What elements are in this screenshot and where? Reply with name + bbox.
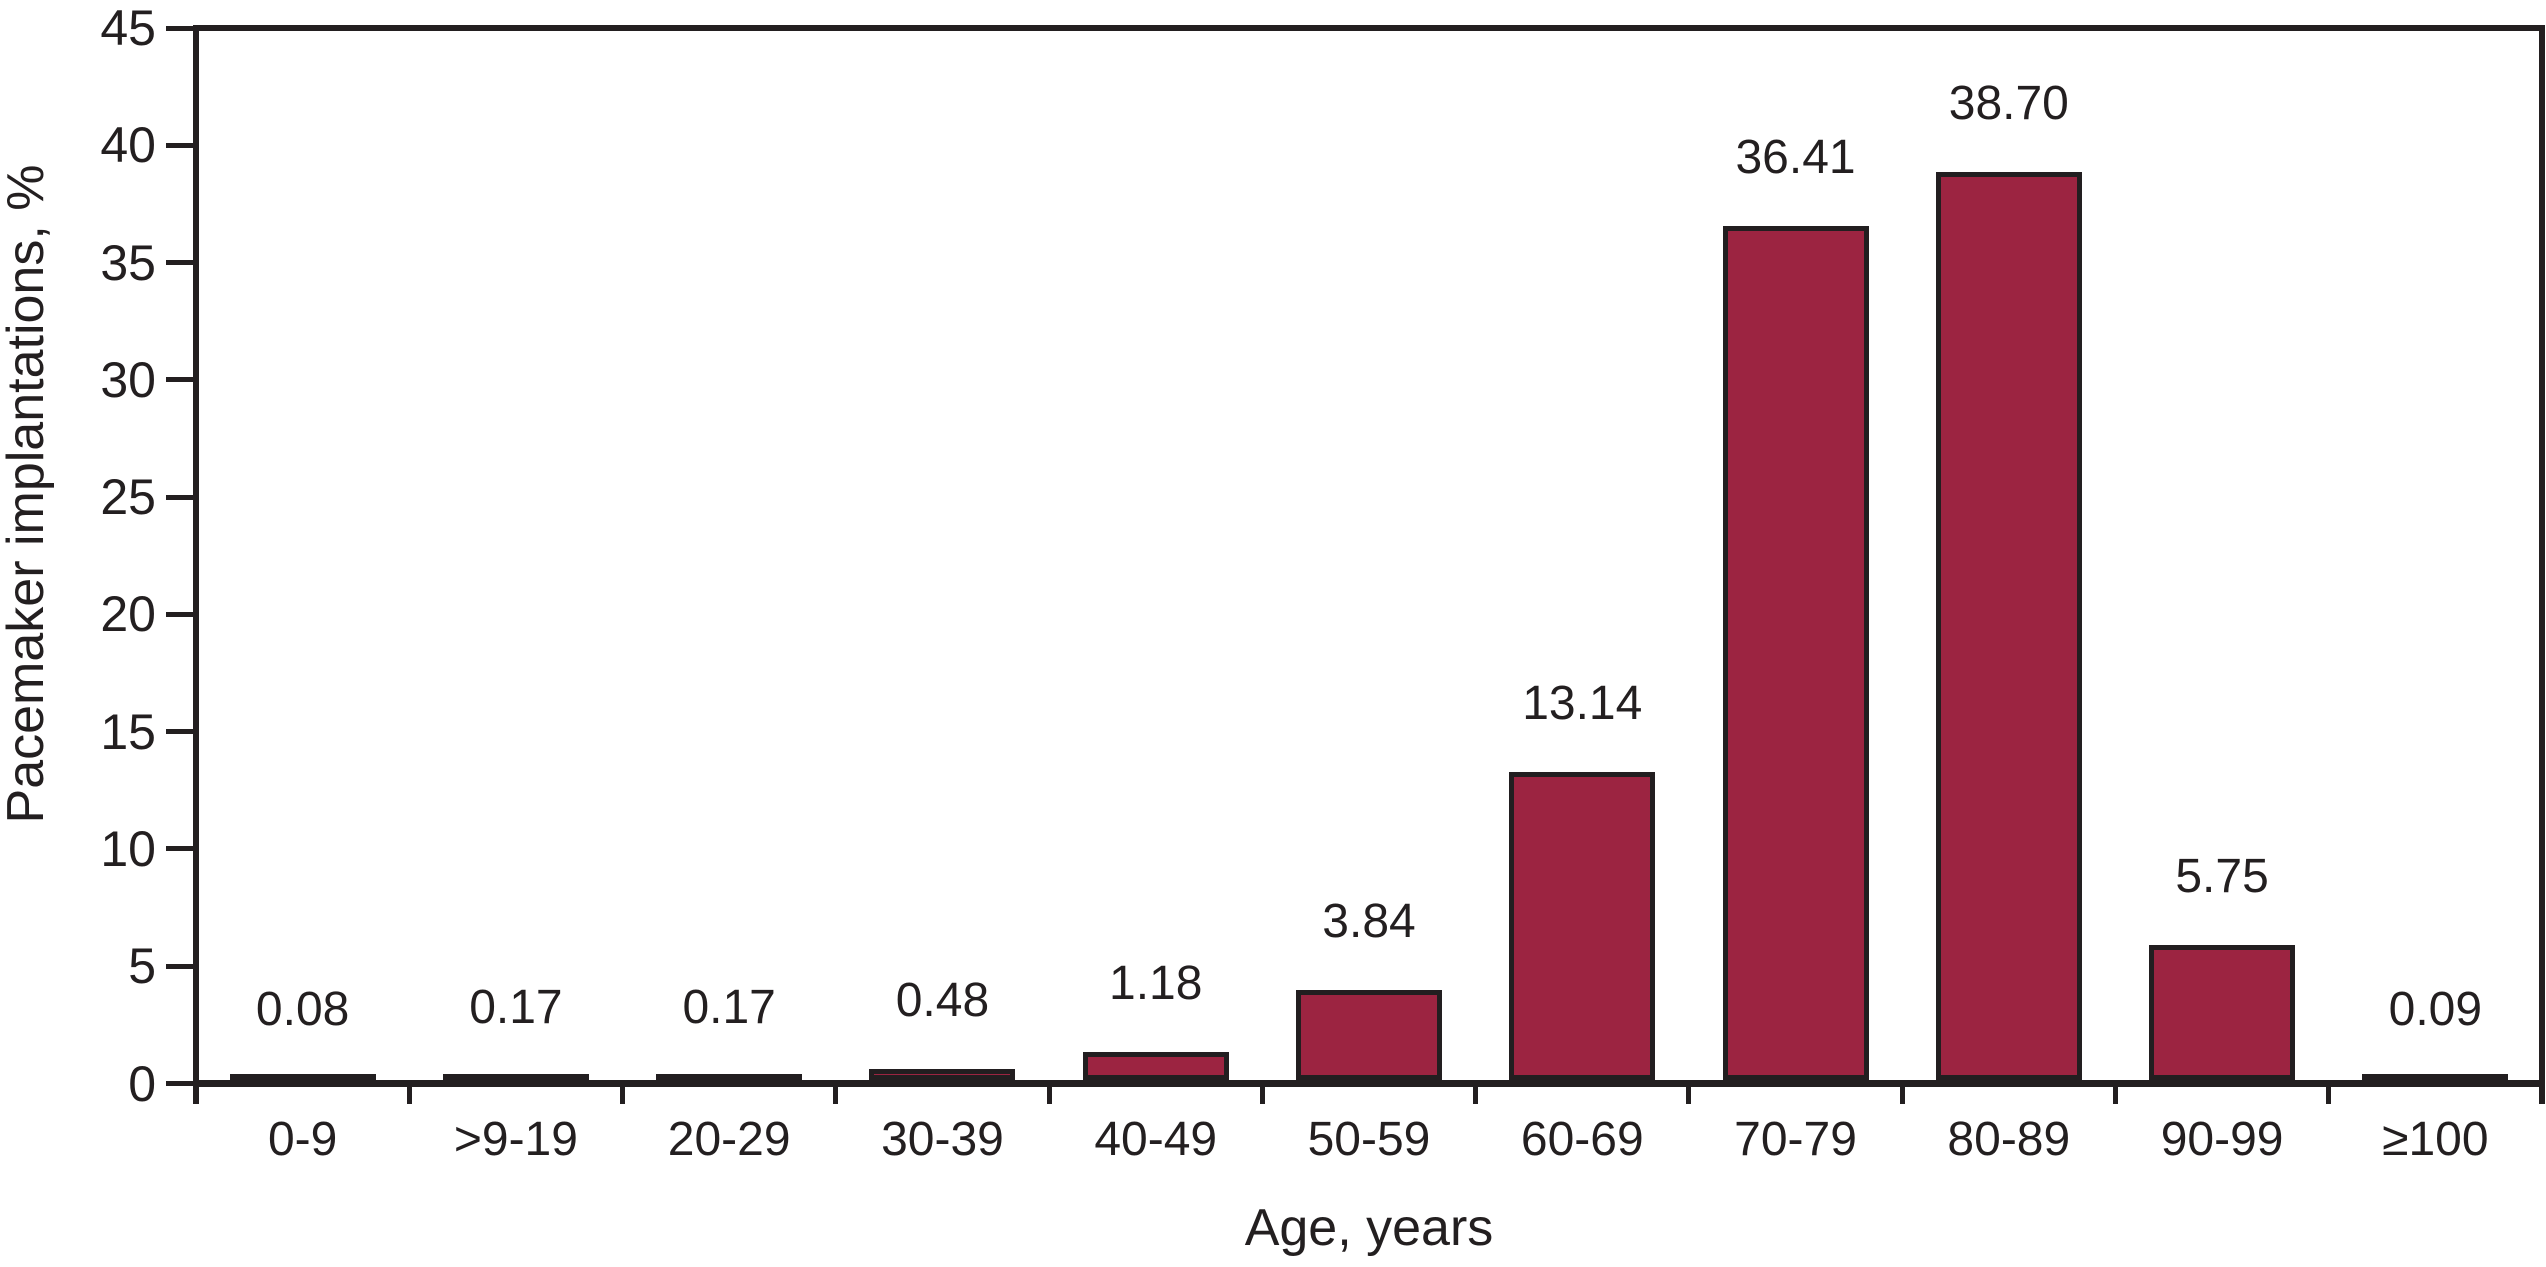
y-tick-mark xyxy=(166,494,196,500)
y-tick-mark xyxy=(166,142,196,148)
y-tick-mark xyxy=(166,1081,196,1086)
bar-60-69 xyxy=(1509,771,1656,1080)
y-tick-mark xyxy=(166,611,196,617)
x-tick-mark xyxy=(1259,1082,1265,1104)
x-category-label-60-69: 60-69 xyxy=(1520,1113,1644,1166)
bar-value-label-80-89: 38.70 xyxy=(1948,77,2069,131)
plot-top-border xyxy=(193,25,2545,31)
bar-90-99 xyxy=(2149,945,2296,1080)
x-axis-line xyxy=(193,1080,2545,1087)
x-tick-mark xyxy=(193,1082,199,1104)
y-tick-mark xyxy=(166,25,196,31)
plot-right-border xyxy=(2539,25,2545,1104)
y-tick-label: 35 xyxy=(100,234,156,291)
y-tick-label: 40 xyxy=(100,117,156,174)
y-tick-mark xyxy=(166,729,196,735)
y-tick-mark xyxy=(166,260,196,266)
x-axis-title: Age, years xyxy=(1244,1199,1494,1257)
y-tick-mark xyxy=(166,377,196,383)
bar-9-19 xyxy=(442,1074,589,1080)
bar-20-29 xyxy=(656,1074,803,1080)
y-tick-label: 0 xyxy=(128,1055,156,1112)
bar-value-label-100: 0.09 xyxy=(2388,982,2483,1036)
x-tick-mark xyxy=(1899,1082,1905,1104)
bar-40-49 xyxy=(1082,1052,1229,1080)
bar-value-label-40-49: 1.18 xyxy=(1109,957,1203,1011)
y-tick-label: 30 xyxy=(100,351,156,408)
x-category-label-100: ≥100 xyxy=(2382,1113,2489,1166)
y-tick-mark xyxy=(166,963,196,969)
x-category-label-90-99: 90-99 xyxy=(2160,1113,2284,1166)
x-tick-mark xyxy=(1686,1082,1692,1104)
y-tick-label: 45 xyxy=(100,0,156,56)
x-category-label-50-59: 50-59 xyxy=(1307,1113,1431,1166)
bar-80-89 xyxy=(1935,172,2082,1080)
y-tick-label: 15 xyxy=(100,703,156,760)
bar-value-label-70-79: 36.41 xyxy=(1735,130,1856,184)
bar-70-79 xyxy=(1722,225,1869,1080)
x-category-label-20-29: 20-29 xyxy=(667,1113,791,1166)
y-tick-label: 10 xyxy=(100,820,156,877)
x-tick-mark xyxy=(2326,1082,2332,1104)
y-tick-mark xyxy=(166,846,196,852)
x-category-label-30-39: 30-39 xyxy=(881,1113,1004,1166)
x-category-label-9-19: >9-19 xyxy=(453,1113,578,1166)
x-tick-mark xyxy=(833,1082,839,1104)
bar-value-label-30-39: 0.48 xyxy=(895,973,990,1027)
x-category-label-40-49: 40-49 xyxy=(1094,1113,1218,1166)
x-tick-mark xyxy=(1473,1082,1479,1104)
y-tick-label: 25 xyxy=(100,469,156,526)
x-tick-mark xyxy=(406,1082,412,1104)
y-axis-line xyxy=(193,25,199,1104)
x-tick-mark xyxy=(2112,1082,2118,1104)
bar-value-label-0-9: 0.08 xyxy=(255,983,350,1037)
bar-100 xyxy=(2362,1074,2509,1080)
x-tick-mark xyxy=(2539,1082,2545,1104)
x-tick-mark xyxy=(1046,1082,1052,1104)
bar-value-label-20-29: 0.17 xyxy=(682,981,776,1034)
x-category-label-0-9: 0-9 xyxy=(267,1113,338,1166)
y-tick-label: 5 xyxy=(128,938,156,995)
bar-value-label-90-99: 5.75 xyxy=(2175,850,2269,904)
x-category-label-70-79: 70-79 xyxy=(1734,1113,1857,1166)
bar-0-9 xyxy=(229,1074,376,1080)
x-tick-mark xyxy=(620,1082,626,1104)
bar-value-label-50-59: 3.84 xyxy=(1322,894,1416,948)
bar-value-label-60-69: 13.14 xyxy=(1522,676,1643,730)
bar-50-59 xyxy=(1296,989,1442,1080)
y-tick-label: 20 xyxy=(100,586,156,643)
bar-value-label-9-19: 0.17 xyxy=(469,981,563,1034)
bar-30-39 xyxy=(869,1068,1016,1080)
x-category-label-80-89: 80-89 xyxy=(1947,1113,2071,1166)
